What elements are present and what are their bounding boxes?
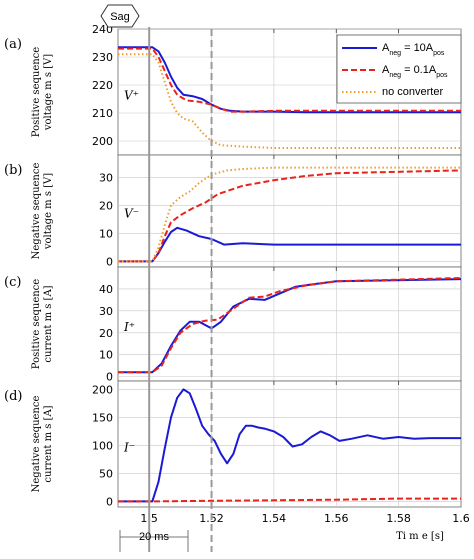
y-tick-label: 0 xyxy=(106,371,113,384)
y-tick-label: 30 xyxy=(99,171,113,184)
y-axis-label: Positive sequence xyxy=(31,47,42,137)
y-axis-label: voltage m s [V] xyxy=(43,173,54,250)
y-tick-label: 100 xyxy=(92,439,113,452)
duration-bracket: 20 ms xyxy=(119,530,189,552)
legend-entry-1: Aneg = 10Apos xyxy=(382,42,445,57)
y-axis-label: current m s [A] xyxy=(43,405,54,482)
series-line-dashed xyxy=(118,169,462,263)
y-tick-label: 40 xyxy=(99,283,113,296)
series-line-dashed xyxy=(118,277,462,374)
variable-label: V⁺ xyxy=(124,89,139,103)
series-line-solid xyxy=(118,278,462,374)
x-tick-label: 1.6 xyxy=(452,512,470,525)
series-line-solid xyxy=(118,388,461,503)
legend-box xyxy=(336,34,462,104)
y-tick-label: 20 xyxy=(99,327,113,340)
x-tick-label: 1.56 xyxy=(324,512,349,525)
y-axis-label: Negative sequence xyxy=(31,396,42,493)
y-axis-label: Positive sequence xyxy=(31,279,42,369)
sag-marker: Sag xyxy=(100,4,140,28)
legend: Aneg = 10Apos Aneg = 0.1Apos no converte… xyxy=(336,34,462,104)
y-tick-label: 10 xyxy=(99,227,113,240)
x-tick-label: 1.58 xyxy=(386,512,411,525)
variable-label: I⁻ xyxy=(123,441,135,455)
y-tick-label: 10 xyxy=(99,349,113,362)
panel-3: 0 10 20 30 40 (c) I⁺ Positive sequence current m… xyxy=(4,266,462,384)
y-tick-label: 0 xyxy=(106,255,113,268)
y-axis-label: current m s [A] xyxy=(43,285,54,362)
y-tick-label: 220 xyxy=(92,79,113,92)
y-tick-label: 200 xyxy=(92,383,113,396)
series-line-dotted xyxy=(118,166,461,263)
variable-label: V⁻ xyxy=(124,207,139,221)
y-tick-label: 30 xyxy=(99,305,113,318)
series-line-dashed xyxy=(118,47,461,113)
y-axis-label: voltage m s [V] xyxy=(43,54,54,131)
legend-entry-2: Aneg = 0.1Apos xyxy=(382,64,448,79)
variable-label: I⁺ xyxy=(123,320,135,334)
y-axis-label: Negative sequence xyxy=(31,163,42,260)
x-axis-label: Ti m e [s] xyxy=(396,531,444,542)
panel-4: 0501001502001.51.521.541.561.581.6(d)I⁻N… xyxy=(4,380,470,525)
y-tick-label: 20 xyxy=(99,199,113,212)
panel-label: (d) xyxy=(4,389,22,404)
duration-label: 20 ms xyxy=(139,531,169,543)
y-tick-label: 200 xyxy=(92,135,113,148)
legend-entry-3: no converter xyxy=(382,86,443,98)
y-tick-label: 50 xyxy=(99,467,113,480)
panel-label: (b) xyxy=(4,163,22,178)
sag-label: Sag xyxy=(110,11,130,23)
plot-frame xyxy=(117,266,462,382)
series-line-dotted xyxy=(118,53,461,149)
y-tick-label: 210 xyxy=(92,107,113,120)
panel-2: 0 10 20 30 (b) V⁻ Negative sequence voltage m s… xyxy=(4,154,462,268)
panel-label: (c) xyxy=(4,275,21,290)
plot-frame xyxy=(117,154,462,268)
y-tick-label: 0 xyxy=(106,495,113,508)
panel-label: (a) xyxy=(4,37,22,52)
y-tick-label: 230 xyxy=(92,51,113,64)
x-tick-label: 1.54 xyxy=(262,512,287,525)
y-tick-label: 150 xyxy=(92,411,113,424)
sag-pentagon-icon xyxy=(100,4,140,28)
series-line-dashed xyxy=(118,497,461,503)
